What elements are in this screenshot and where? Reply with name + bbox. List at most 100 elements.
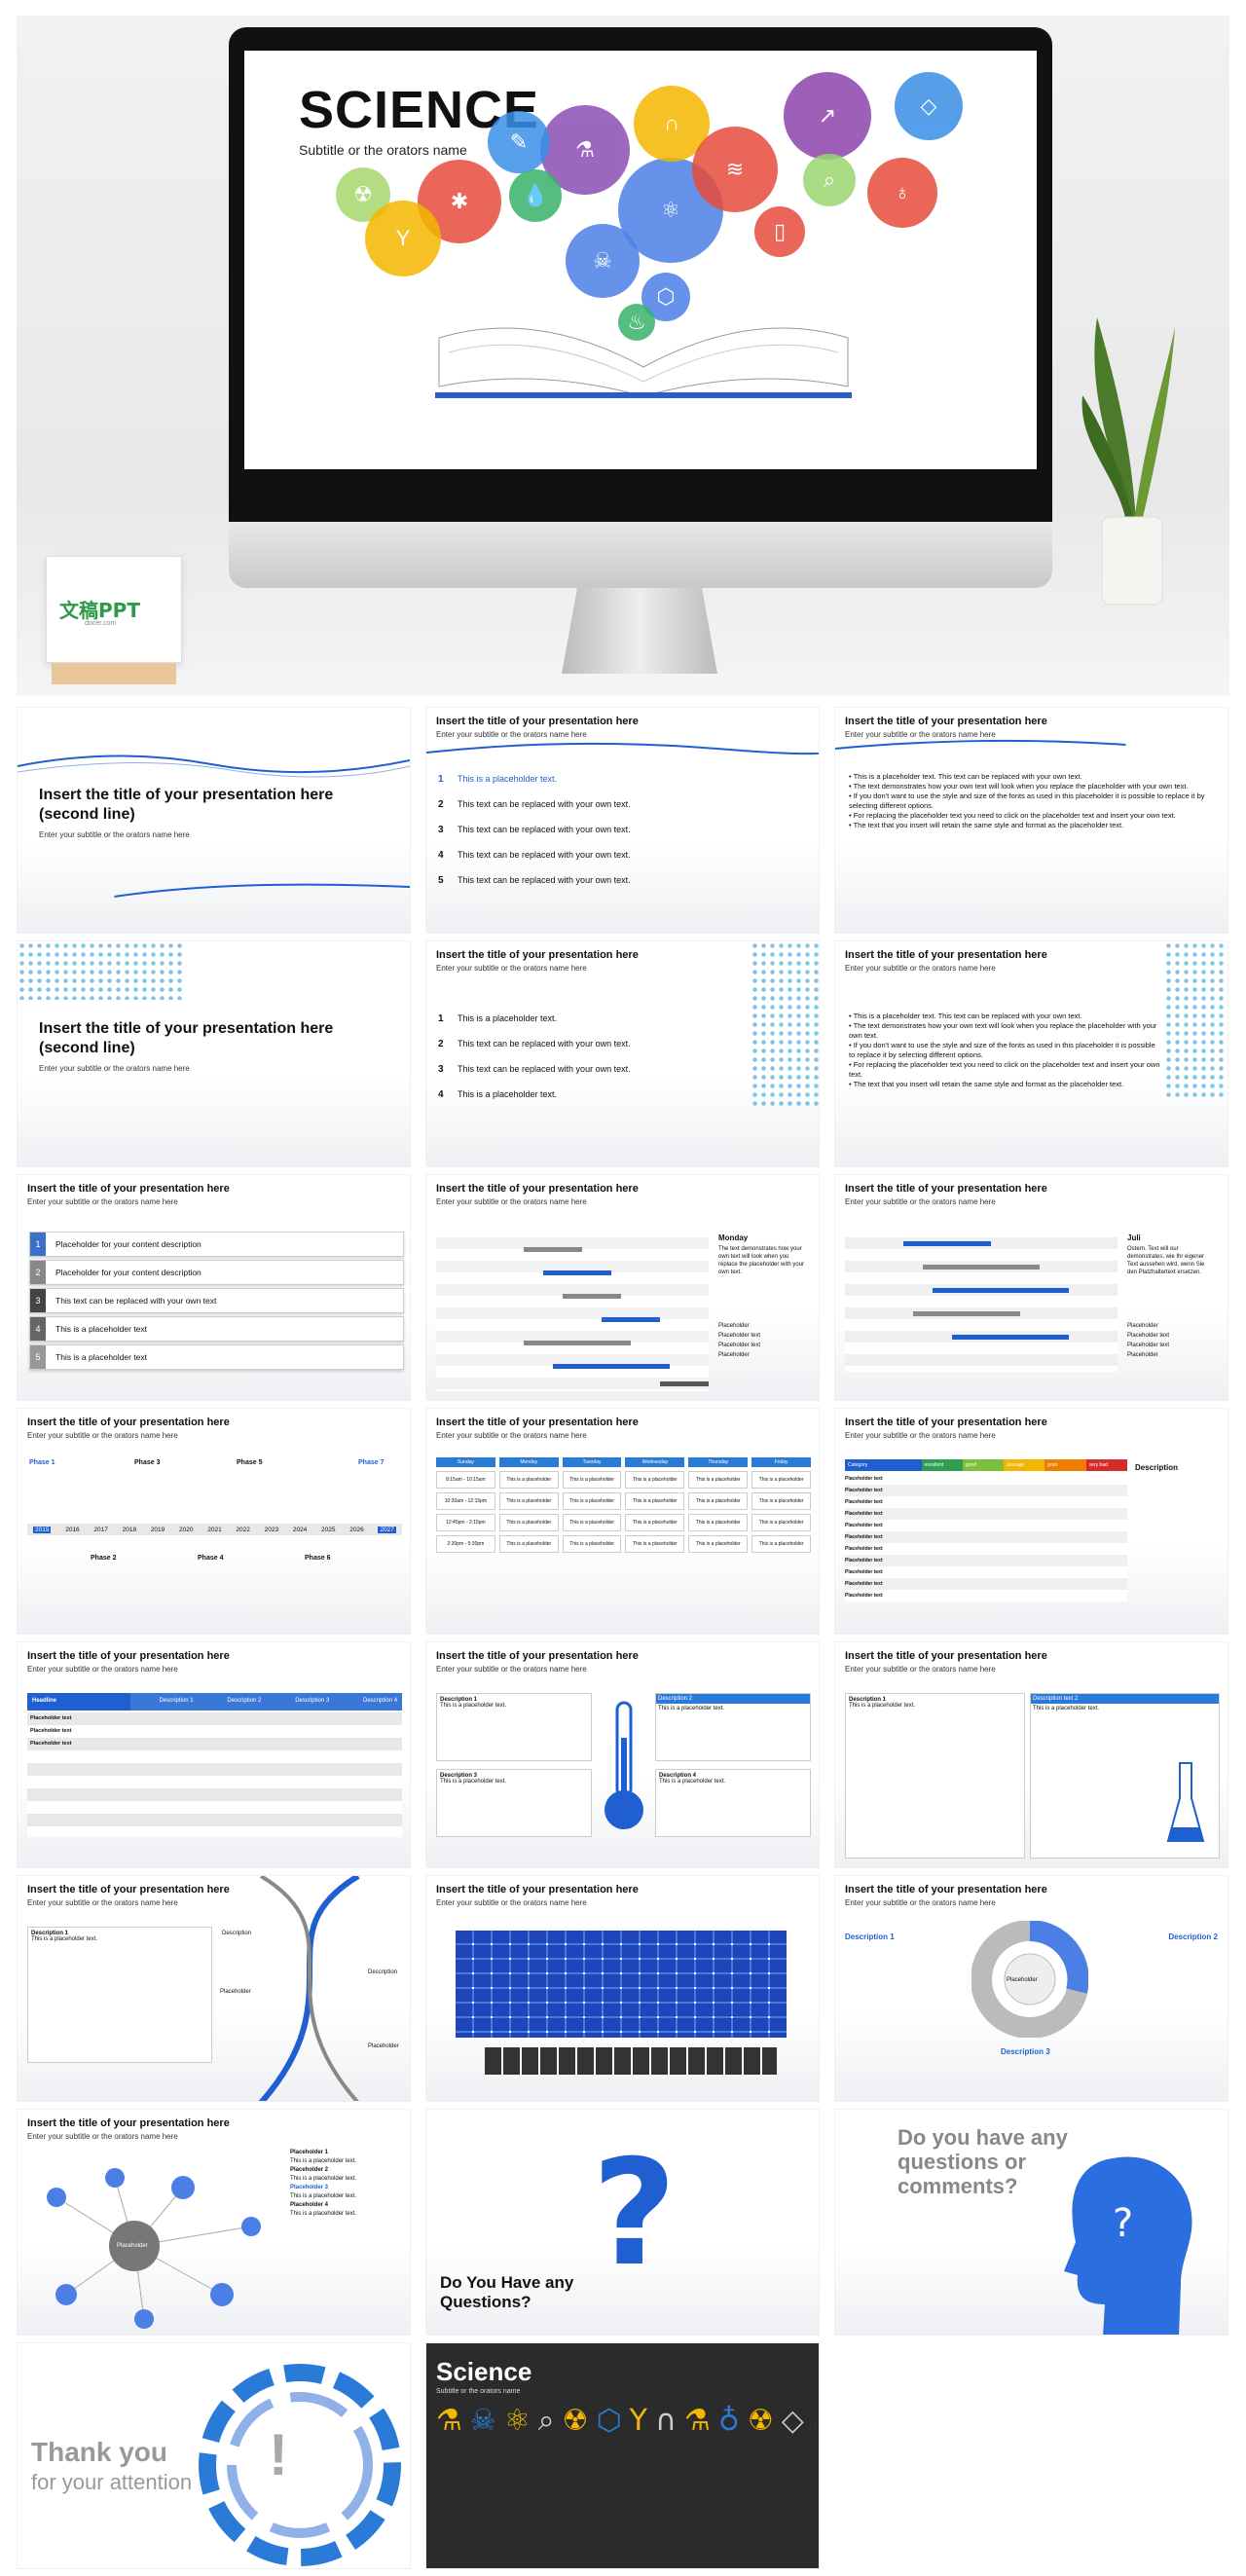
monitor-stand — [562, 588, 717, 674]
gantt-text: The text demonstrates how your own text … — [718, 1246, 805, 1275]
funnel-icon: Y — [365, 201, 441, 276]
slide-thank-you[interactable]: ! Thank you for your attention — [17, 2342, 411, 2569]
desc-box: Description 4 This is a placeholder text. — [655, 1769, 811, 1837]
slide-subtitle: Enter your subtitle or the orators name … — [27, 1431, 178, 1440]
svg-text:?: ? — [1113, 2201, 1133, 2246]
list-item: 1 Placeholder for your content descriptio… — [29, 1232, 404, 1257]
list-item: The text that you insert will retain the… — [849, 821, 1219, 830]
slide-network[interactable]: Insert the title of your presentation he… — [17, 2109, 411, 2336]
microscope-icon: ✎ — [488, 111, 550, 173]
slide-bullets-dots[interactable]: Insert the title of your presentation he… — [834, 940, 1228, 1167]
cycle-label: Description 2 — [1168, 1932, 1218, 1941]
slide-schedule[interactable]: Insert the title of your presentation he… — [425, 1408, 820, 1635]
phase-label: Phase 1 — [29, 1459, 55, 1466]
closing-title: Science — [436, 2357, 532, 2386]
slide-subtitle: Enter your subtitle or the orators name … — [845, 1197, 996, 1206]
list-item: 2 Placeholder for your content descriptio… — [29, 1260, 404, 1285]
desc-box: Description 1 This is a placeholder text. — [27, 1927, 212, 2063]
gantt-legend: Placeholder Placeholder text Placeholder t… — [718, 1323, 761, 1358]
slide-title-wave[interactable]: Insert the title of your presentation he… — [17, 707, 411, 934]
cycle-center: Placeholder — [1007, 1977, 1038, 1983]
slide-subtitle: Enter your subtitle or the orators name … — [39, 830, 190, 839]
dna-label: Placeholder — [220, 1989, 251, 1995]
thermometer-icon — [605, 1701, 643, 1829]
cycle-diagram — [971, 1921, 1088, 2038]
periodic-grid — [456, 1931, 787, 2038]
slide-subtitle: Enter your subtitle or the orators name … — [27, 1197, 178, 1206]
list-item: If you don't want to use the style and s… — [849, 791, 1219, 811]
list-item: 3 This text can be replaced with your own… — [438, 824, 631, 835]
slide-title: Insert the title of your presentation he… — [27, 2117, 230, 2129]
slide-gantt-juli[interactable]: Insert the title of your presentation he… — [834, 1174, 1228, 1401]
hero-subtitle: Subtitle or the orators name — [299, 142, 467, 158]
brand-url: docer.com — [85, 620, 117, 627]
box-list: 1 Placeholder for your content descriptio… — [29, 1232, 404, 1373]
list-item: For replacing the placeholder text you n… — [849, 1060, 1160, 1080]
slide-subtitle: Enter your subtitle or the orators name … — [436, 730, 587, 739]
slide-subtitle: Enter your subtitle or the orators name … — [39, 1064, 190, 1073]
slide-dna[interactable]: Insert the title of your presentation he… — [17, 1875, 411, 2102]
wave-decoration — [114, 883, 410, 898]
magnifier-icon: ⌕ — [803, 154, 856, 206]
slide-subtitle: Enter your subtitle or the orators name … — [436, 1665, 587, 1674]
slide-periodic-table[interactable]: Insert the title of your presentation he… — [425, 1875, 820, 2102]
slide-title: Insert the title of your presentation he… — [436, 1183, 639, 1195]
dna-icon: ≋ — [692, 127, 778, 212]
slide-title: Insert the title of your presentation he… — [27, 1650, 230, 1662]
slide-flask[interactable]: Insert the title of your presentation he… — [834, 1641, 1228, 1868]
slide-subtitle: Enter your subtitle or the orators name … — [436, 1431, 587, 1440]
slide-questions[interactable]: ? Do You Have any Questions? — [425, 2109, 820, 2336]
gantt-heading: Juli — [1127, 1233, 1141, 1242]
wave-decoration — [835, 739, 1126, 750]
dna-label: Placeholder — [368, 2043, 399, 2049]
slide-gantt-monday[interactable]: Insert the title of your presentation he… — [425, 1174, 820, 1401]
list-item: 5 This is a placeholder text — [29, 1344, 404, 1370]
science-icons: ⚗☠⚛⌕☢⬡Y∩⚗♁☢◇⚛☠Y⚗♁ — [436, 2404, 816, 2438]
slide-questions-head[interactable]: Do you have any questions or comments? ? — [834, 2109, 1228, 2336]
plant-decoration — [1081, 317, 1175, 606]
slide-closing[interactable]: Science Subtitle or the orators name ⚗☠⚛… — [425, 2342, 820, 2569]
numbered-list: 1 This is a placeholder text. 2 This text … — [438, 1006, 631, 1107]
slide-numbered-list-dots[interactable]: Insert the title of your presentation he… — [425, 940, 820, 1167]
slide-title: Insert the title of your presentation he… — [436, 1417, 639, 1428]
cycle-label: Description 1 — [845, 1932, 895, 1941]
drops-icon: 💧 — [509, 169, 562, 222]
rating-header: Category excellent good average poor very bad — [845, 1459, 1127, 1471]
slide-bullets[interactable]: Insert the title of your presentation he… — [834, 707, 1228, 934]
monitor-frame: SCIENCE Subtitle or the orators name ⚛ ⚗… — [229, 27, 1052, 548]
skull-icon: ☠ — [566, 224, 640, 298]
dna-label: Description — [222, 1931, 252, 1936]
open-book — [435, 327, 852, 398]
list-item: 2 This text can be replaced with your own… — [438, 798, 631, 810]
test-tube-icon: ▯ — [754, 206, 805, 257]
slide-numbered-list[interactable]: Insert the title of your presentation he… — [425, 707, 820, 934]
thanks-line2: for your attention — [31, 2470, 193, 2494]
slide-title: Insert the title of your presentation he… — [845, 1884, 1047, 1895]
flask-icon — [1166, 1762, 1205, 1842]
phase-label: Phase 6 — [305, 1555, 331, 1562]
slide-timeline[interactable]: Insert the title of your presentation he… — [17, 1408, 411, 1635]
slide-cycle[interactable]: Insert the title of your presentation he… — [834, 1875, 1228, 2102]
list-item: 4 This is a placeholder text. — [438, 1088, 558, 1100]
slide-rating[interactable]: Insert the title of your presentation he… — [834, 1408, 1228, 1635]
slide-title: Insert the title of your presentation he… — [27, 1417, 230, 1428]
desc-box: Description 1 This is a placeholder text. — [845, 1693, 1025, 1858]
slide-subtitle: Enter your subtitle or the orators name … — [845, 730, 996, 739]
monitor-screen: SCIENCE Subtitle or the orators name ⚛ ⚗… — [244, 51, 1037, 469]
slide-title: Insert the title of your presentation he… — [845, 716, 1047, 727]
slide-thermometer[interactable]: Insert the title of your presentation he… — [425, 1641, 820, 1868]
slide-subtitle: Enter your subtitle or the orators name … — [845, 1665, 996, 1674]
list-item: 3 This text can be replaced with your own… — [29, 1288, 404, 1313]
phase-label: Phase 4 — [198, 1555, 224, 1562]
slide-title: Insert the title of your presentation he… — [845, 949, 1047, 961]
flame-icon: ♨ — [618, 304, 655, 341]
question-mark-icon: ? — [592, 2129, 678, 2299]
slide-title: Insert the title of your presentation he… — [436, 1884, 639, 1895]
slide-box-list[interactable]: Insert the title of your presentation he… — [17, 1174, 411, 1401]
slide-subtitle: Enter your subtitle or the orators name … — [845, 964, 996, 973]
monitor-chin — [229, 522, 1052, 588]
rocket-icon: ↗ — [784, 72, 871, 160]
gantt-heading: Monday — [718, 1233, 749, 1242]
slide-table[interactable]: Insert the title of your presentation he… — [17, 1641, 411, 1868]
slide-title-dots[interactable]: Insert the title of your presentation he… — [17, 940, 411, 1167]
